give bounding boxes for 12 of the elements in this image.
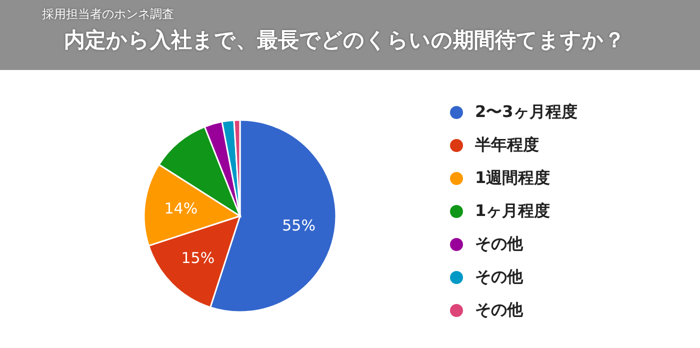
legend-label: その他 (475, 234, 523, 254)
legend-label: 半年程度 (475, 134, 539, 156)
legend-label: 1ヶ月程度 (475, 200, 550, 222)
chart-title: 内定から入社まで、最長でどのくらいの期間待てますか？ (63, 27, 626, 54)
legend-label: 1週間程度 (475, 168, 550, 188)
data-label: 14% (164, 200, 198, 218)
legend-label: その他 (475, 300, 523, 320)
chart-subtitle: 採用担当者のホンネ調査 (41, 6, 175, 23)
data-label: 55% (282, 216, 316, 234)
legend-label: その他 (475, 266, 523, 288)
data-label: 15% (181, 249, 215, 268)
legend-label: 2〜3ヶ月程度 (475, 102, 578, 122)
